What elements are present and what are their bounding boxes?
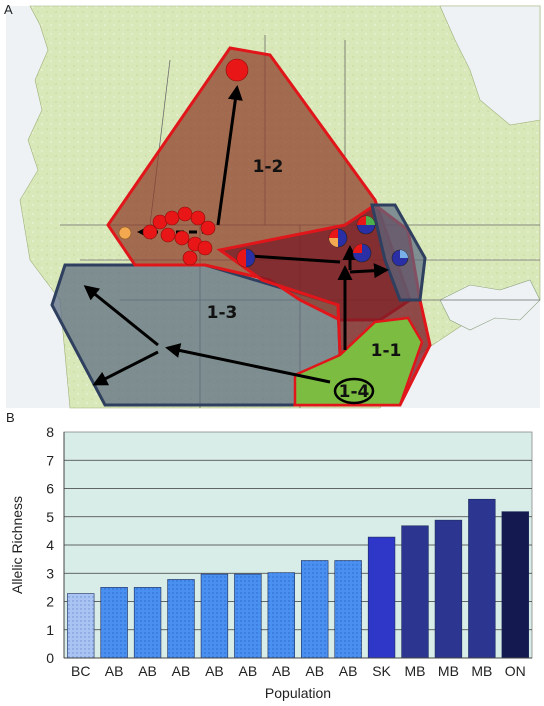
great-lakes	[439, 279, 541, 331]
orange-site	[118, 226, 132, 240]
panel-a-map: 1-2 1-3 1-1 1-4 A	[4, 2, 541, 409]
northern-water	[439, 5, 541, 126]
arrow-to-west-1-3	[165, 343, 331, 384]
y-tick-label: 1	[46, 622, 54, 638]
pie-markers	[236, 215, 409, 268]
pie-chart-marker	[236, 248, 256, 268]
bar	[200, 573, 229, 659]
site-marker	[197, 240, 213, 256]
bar	[100, 587, 128, 659]
site-marker	[182, 250, 198, 266]
y-tick-label: 2	[46, 594, 54, 610]
x-tick-label: AB	[305, 663, 324, 679]
y-tick-label: 3	[46, 565, 54, 581]
arrow-to-east	[349, 263, 389, 279]
y-tick-label: 8	[46, 424, 54, 440]
x-tick-label: MB	[471, 663, 492, 679]
region-label-1-3: 1-3	[207, 303, 238, 323]
y-axis-title: Allelic Richness	[9, 496, 25, 594]
site-marker	[160, 227, 176, 243]
bar	[334, 560, 362, 659]
pie-chart-marker	[328, 228, 348, 248]
x-tick-label: AB	[239, 663, 258, 679]
y-tick-label: 7	[46, 452, 54, 468]
region-1-4-circle	[333, 377, 375, 405]
bar	[67, 593, 95, 659]
x-tick-label: ON	[505, 663, 526, 679]
bar	[401, 525, 429, 659]
x-tick-label: MB	[405, 663, 426, 679]
site-marker	[190, 210, 206, 226]
panel-a-label: A	[4, 2, 13, 17]
x-tick-label: MB	[438, 663, 459, 679]
x-tick-label: AB	[205, 663, 224, 679]
region-label-1-4: 1-4	[339, 382, 370, 402]
pie-chart-marker	[391, 249, 409, 267]
migration-arrows	[83, 85, 389, 386]
pie-chart-marker	[352, 243, 372, 263]
bar	[234, 573, 262, 659]
region-label-1-1: 1-1	[371, 341, 402, 361]
x-tick-label: AB	[172, 663, 191, 679]
bar	[367, 536, 396, 659]
y-tick-label: 0	[46, 650, 54, 666]
bar	[267, 572, 295, 659]
x-tick-label: AB	[105, 663, 124, 679]
pie-chart-marker	[356, 215, 376, 235]
region-label-1-2: 1-2	[253, 157, 284, 177]
site-marker	[200, 220, 216, 236]
site-marker	[225, 58, 249, 82]
arrow-east-sites	[249, 254, 341, 264]
x-tick-label: AB	[272, 663, 291, 679]
x-tick-labels: BC AB AB AB AB AB AB AB AB SK MB MB MB ON	[71, 663, 526, 679]
y-tick-label: 6	[46, 481, 54, 497]
bar	[501, 511, 529, 659]
x-tick-label: AB	[138, 663, 157, 679]
y-tick-label: 5	[46, 509, 54, 525]
bar	[434, 519, 463, 659]
site-marker	[177, 206, 193, 222]
x-tick-label: AB	[339, 663, 358, 679]
x-tick-label: BC	[71, 663, 90, 679]
site-marker	[164, 210, 180, 226]
red-sites	[142, 58, 249, 266]
x-axis-title: Population	[265, 685, 331, 701]
site-marker	[142, 224, 158, 240]
bars	[67, 498, 529, 659]
x-tick-label: SK	[372, 663, 391, 679]
site-marker	[174, 230, 190, 246]
y-tick-label: 4	[46, 537, 54, 553]
panel-b-label: B	[6, 410, 15, 425]
bar	[301, 560, 329, 659]
bar	[468, 498, 496, 659]
bar	[167, 579, 195, 659]
bar	[133, 587, 162, 659]
arrow-to-nw-1-3	[83, 285, 159, 347]
panel-b-chart: B 0 1 2 3 4 5 6 7 8 BC AB AB AB AB AB AB AB AB SK MB MB MB ON…	[6, 410, 533, 701]
y-tick-labels: 0 1 2 3 4 5 6 7 8	[46, 424, 54, 666]
arrow-to-sw-1-3	[92, 350, 159, 386]
arrow-to-north	[216, 85, 243, 226]
